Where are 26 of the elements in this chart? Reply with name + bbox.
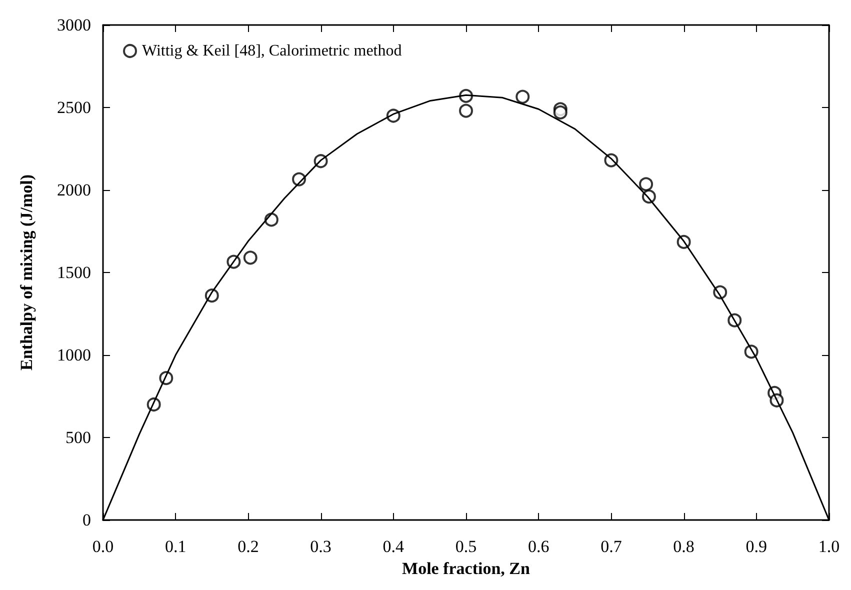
x-tick-label: 0.5: [455, 537, 477, 556]
point: [639, 177, 654, 192]
point: [243, 250, 258, 265]
y-tick-label: 500: [66, 428, 91, 447]
x-tick-label: 0.0: [92, 537, 114, 556]
x-tick-label: 0.7: [600, 537, 622, 556]
x-tick-label: 0.6: [528, 537, 550, 556]
y-tick-label: 0: [82, 510, 91, 530]
x-axis-title: Mole fraction, Zn: [402, 559, 531, 578]
legend-label: Wittig & Keil [48], Calorimetric method: [142, 42, 402, 60]
y-tick-label: 2000: [57, 180, 91, 200]
y-tick-label: 2500: [57, 98, 91, 117]
x-tick-label: 0.8: [673, 537, 694, 556]
x-tick-label: 0.1: [164, 537, 186, 556]
point: [516, 90, 530, 104]
y-tick-label: 1500: [57, 263, 91, 282]
y-tick-label: 1000: [57, 346, 91, 364]
x-tick-label: 0.2: [238, 537, 259, 556]
y-tick-label: 3000: [57, 16, 91, 34]
y-axis-title: Enthalpy of mixing (J/mol): [17, 174, 36, 370]
x-tick-label: 0.3: [310, 537, 332, 556]
x-tick-label: 0.9: [746, 537, 768, 556]
point: [553, 105, 568, 120]
point: [459, 104, 473, 118]
x-tick-label: 1.0: [818, 537, 840, 556]
x-tick-label: 0.4: [382, 537, 405, 556]
